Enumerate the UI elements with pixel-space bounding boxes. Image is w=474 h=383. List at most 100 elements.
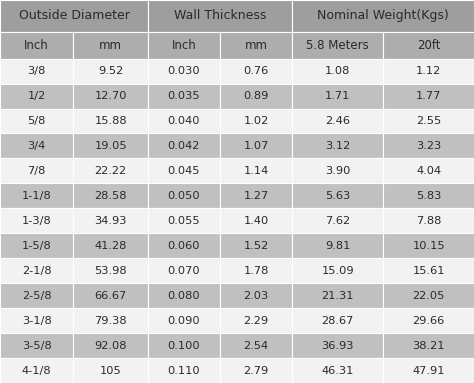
Bar [0, 133, 73, 159]
Text: 4-1/8: 4-1/8 [22, 365, 52, 375]
Text: 2.46: 2.46 [325, 116, 350, 126]
Text: 1.77: 1.77 [416, 91, 441, 101]
Text: 0.090: 0.090 [168, 316, 200, 326]
Text: 0.110: 0.110 [168, 365, 200, 375]
Bar [148, 32, 220, 59]
Bar [148, 233, 220, 258]
Bar [0, 283, 73, 308]
Bar [148, 183, 220, 208]
Bar [0, 108, 73, 133]
Text: 4.04: 4.04 [416, 166, 441, 176]
Bar [148, 108, 220, 133]
Bar [220, 208, 292, 233]
Bar [0, 32, 73, 59]
Bar [0, 233, 73, 258]
Text: 22.22: 22.22 [95, 166, 127, 176]
Text: 1/2: 1/2 [27, 91, 46, 101]
Text: 15.09: 15.09 [321, 266, 354, 276]
Bar [0, 258, 73, 283]
Bar [383, 258, 474, 283]
Bar [292, 358, 383, 383]
Text: 0.042: 0.042 [168, 141, 200, 151]
Text: 38.21: 38.21 [412, 340, 445, 350]
Text: 46.31: 46.31 [321, 365, 354, 375]
Text: Outside Diameter: Outside Diameter [18, 10, 129, 22]
Text: 0.89: 0.89 [243, 91, 269, 101]
Text: 3-5/8: 3-5/8 [22, 340, 52, 350]
Text: 1-1/8: 1-1/8 [22, 191, 52, 201]
Bar [383, 333, 474, 358]
Text: 9.81: 9.81 [325, 241, 350, 251]
Text: 36.93: 36.93 [321, 340, 354, 350]
Text: 0.100: 0.100 [168, 340, 200, 350]
Text: 1.78: 1.78 [243, 266, 269, 276]
Bar [148, 0, 292, 32]
Bar [73, 358, 148, 383]
Text: 7.88: 7.88 [416, 216, 441, 226]
Text: 2.54: 2.54 [243, 340, 269, 350]
Bar [73, 83, 148, 108]
Bar [383, 159, 474, 183]
Text: 79.38: 79.38 [94, 316, 127, 326]
Bar [73, 258, 148, 283]
Bar [220, 108, 292, 133]
Text: 1.12: 1.12 [416, 66, 441, 76]
Bar [148, 133, 220, 159]
Bar [148, 208, 220, 233]
Bar [220, 358, 292, 383]
Text: 3.23: 3.23 [416, 141, 441, 151]
Bar [383, 83, 474, 108]
Bar [73, 308, 148, 333]
Text: 21.31: 21.31 [321, 291, 354, 301]
Text: 19.05: 19.05 [94, 141, 127, 151]
Bar [220, 83, 292, 108]
Text: 1.52: 1.52 [243, 241, 269, 251]
Text: 15.88: 15.88 [94, 116, 127, 126]
Bar [292, 0, 474, 32]
Bar [0, 333, 73, 358]
Text: Inch: Inch [172, 39, 196, 52]
Text: 2-1/8: 2-1/8 [22, 266, 52, 276]
Bar [220, 183, 292, 208]
Bar [148, 283, 220, 308]
Bar [383, 283, 474, 308]
Text: 0.050: 0.050 [168, 191, 200, 201]
Bar [0, 308, 73, 333]
Text: 3.12: 3.12 [325, 141, 350, 151]
Text: 12.70: 12.70 [94, 91, 127, 101]
Bar [0, 358, 73, 383]
Bar [292, 208, 383, 233]
Bar [383, 133, 474, 159]
Text: 3.90: 3.90 [325, 166, 350, 176]
Bar [148, 159, 220, 183]
Text: 2-5/8: 2-5/8 [22, 291, 52, 301]
Bar [73, 283, 148, 308]
Bar [220, 308, 292, 333]
Text: 3/8: 3/8 [27, 66, 46, 76]
Bar [0, 0, 148, 32]
Text: 5.8 Meters: 5.8 Meters [306, 39, 369, 52]
Bar [148, 358, 220, 383]
Bar [0, 159, 73, 183]
Bar [292, 308, 383, 333]
Bar [0, 183, 73, 208]
Text: 10.15: 10.15 [412, 241, 445, 251]
Bar [220, 159, 292, 183]
Text: 66.67: 66.67 [94, 291, 127, 301]
Text: 7.62: 7.62 [325, 216, 350, 226]
Text: mm: mm [245, 39, 267, 52]
Text: 0.070: 0.070 [168, 266, 200, 276]
Text: 3-1/8: 3-1/8 [22, 316, 52, 326]
Text: 47.91: 47.91 [412, 365, 445, 375]
Text: 0.030: 0.030 [168, 66, 200, 76]
Text: 7/8: 7/8 [27, 166, 46, 176]
Text: 2.03: 2.03 [243, 291, 269, 301]
Text: 5.83: 5.83 [416, 191, 441, 201]
Text: 1-5/8: 1-5/8 [22, 241, 52, 251]
Bar [220, 333, 292, 358]
Text: 2.55: 2.55 [416, 116, 441, 126]
Bar [73, 183, 148, 208]
Text: 29.66: 29.66 [412, 316, 445, 326]
Text: 0.060: 0.060 [168, 241, 200, 251]
Bar [220, 233, 292, 258]
